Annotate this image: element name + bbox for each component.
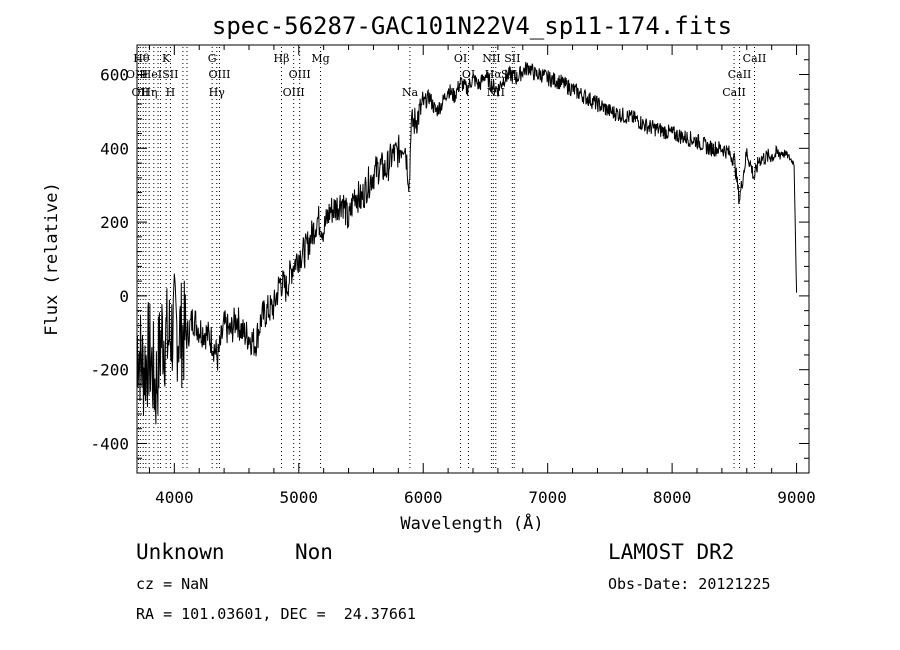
line-label-18: OII	[132, 86, 150, 99]
x-tick-label-1: 5000	[280, 488, 319, 507]
y-axis-label: Flux (relative)	[42, 182, 62, 336]
line-label-12: OIII	[208, 68, 230, 81]
line-label-7: SII	[504, 52, 520, 65]
line-label-10: HeI	[142, 68, 162, 81]
line-label-23: Na	[402, 86, 419, 99]
line-label-4: Mg	[311, 52, 329, 65]
line-label-21: Hγ	[209, 86, 226, 99]
object-class: Unknown	[136, 540, 225, 564]
line-label-0: Hθ	[133, 52, 150, 65]
line-label-3: Hβ	[274, 52, 290, 65]
line-label-19: Hη	[141, 86, 157, 99]
redshift-cz: cz = NaN	[136, 575, 209, 593]
line-label-2: G	[208, 52, 217, 65]
spectrum-trace	[136, 61, 798, 425]
chart-title: spec-56287-GAC101N22V4_sp11-174.fits	[212, 12, 732, 40]
x-tick-label-5: 9000	[777, 488, 816, 507]
observation-date: Obs-Date: 20121225	[608, 575, 771, 593]
line-label-17: CaII	[728, 68, 752, 81]
x-axis-ticks: 4000 5000 6000 7000 8000 9000	[148, 45, 816, 507]
y-axis-ticks: -400 -200 0 200 400 600	[90, 44, 809, 474]
survey-release: LAMOST DR2	[608, 540, 735, 564]
line-label-6: NII	[482, 52, 500, 65]
line-label-13: OIII	[289, 68, 311, 81]
line-label-5: OI	[454, 52, 467, 65]
x-axis-label: Wavelength (Å)	[400, 512, 543, 534]
line-label-22: OIII	[283, 86, 305, 99]
y-tick-label-3: 200	[100, 213, 129, 232]
y-tick-label-4: 400	[100, 139, 129, 158]
line-label-15: Hα	[485, 68, 503, 81]
line-label-11: SII	[162, 68, 178, 81]
y-tick-label-1: -200	[90, 361, 129, 380]
coordinates: RA = 101.03601, DEC = 24.37661	[136, 605, 416, 623]
line-label-20: H	[166, 86, 176, 99]
line-label-8: CaII	[743, 52, 767, 65]
x-tick-label-2: 6000	[404, 488, 443, 507]
plot-frame	[136, 44, 810, 474]
y-tick-label-5: 600	[100, 66, 129, 85]
spectral-line-markers	[137, 47, 755, 471]
y-tick-label-0: -400	[90, 434, 129, 453]
x-tick-label-0: 4000	[155, 488, 194, 507]
line-label-14: OI	[462, 68, 475, 81]
line-label-1: K	[162, 52, 171, 65]
x-tick-label-3: 7000	[528, 488, 567, 507]
x-tick-label-4: 8000	[653, 488, 692, 507]
object-subclass: Non	[295, 540, 333, 564]
line-label-25: CaII	[722, 86, 746, 99]
y-tick-label-2: 0	[119, 287, 129, 306]
